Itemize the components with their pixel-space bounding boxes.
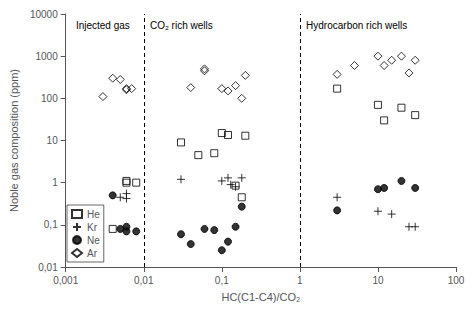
svg-text:Ar: Ar (87, 248, 98, 259)
svg-text:Hydrocarbon rich wells: Hydrocarbon rich wells (306, 20, 407, 31)
svg-text:0,1: 0,1 (215, 275, 229, 286)
svg-text:HC(C1-C4)/CO₂: HC(C1-C4)/CO₂ (221, 291, 300, 303)
svg-text:1000: 1000 (35, 51, 58, 62)
svg-text:10: 10 (372, 275, 384, 286)
svg-text:100: 100 (41, 93, 58, 104)
svg-text:100: 100 (448, 275, 465, 286)
svg-text:1: 1 (297, 275, 303, 286)
svg-text:CO₂ rich wells: CO₂ rich wells (150, 20, 213, 31)
svg-text:Kr: Kr (87, 222, 98, 233)
svg-text:10000: 10000 (30, 9, 58, 20)
svg-text:He: He (87, 209, 100, 220)
svg-text:0,01: 0,01 (38, 262, 58, 273)
svg-text:Injected gas: Injected gas (76, 20, 130, 31)
svg-text:10: 10 (47, 135, 59, 146)
svg-text:Noble gas composition (ppm): Noble gas composition (ppm) (8, 69, 20, 212)
svg-text:0,1: 0,1 (44, 219, 58, 230)
svg-text:0,01: 0,01 (134, 275, 154, 286)
svg-text:1: 1 (52, 177, 58, 188)
svg-text:Ne: Ne (87, 235, 100, 246)
svg-text:0,001: 0,001 (53, 275, 78, 286)
